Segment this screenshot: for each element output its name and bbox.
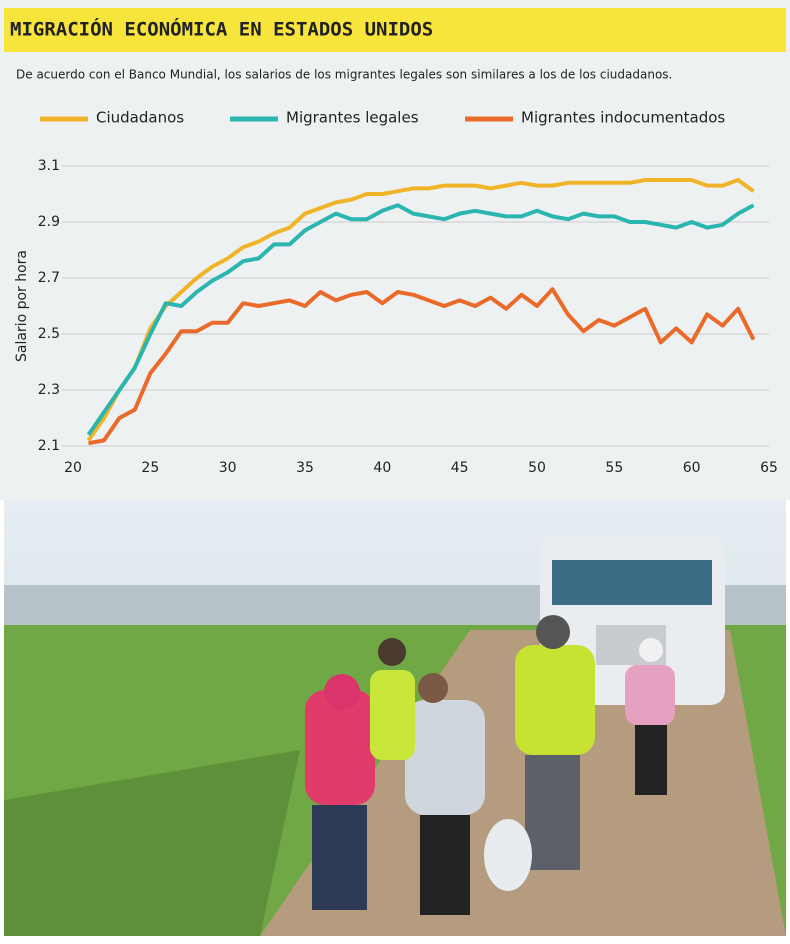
worker [420, 815, 470, 915]
worker [405, 700, 485, 815]
x-tick-label: 20 [64, 460, 82, 476]
worker [525, 755, 580, 870]
worker-head [378, 638, 406, 666]
photo [4, 500, 786, 936]
x-tick-label: 35 [296, 460, 314, 476]
x-tick-label: 45 [451, 460, 469, 476]
subtitle: De acuerdo con el Banco Mundial, los sal… [16, 68, 672, 82]
bus-window [552, 560, 712, 605]
infographic: MIGRACIÓN ECONÓMICA EN ESTADOS UNIDOS De… [0, 0, 790, 940]
y-tick-label: 2.7 [38, 270, 60, 286]
worker-head [536, 615, 570, 649]
x-tick-label: 30 [219, 460, 237, 476]
worker-head [418, 673, 448, 703]
chart-title: MIGRACIÓN ECONÓMICA EN ESTADOS UNIDOS [10, 17, 433, 41]
worker [515, 645, 595, 755]
x-tick-label: 40 [373, 460, 391, 476]
y-axis-label: Salario por hora [14, 250, 30, 362]
bag [484, 819, 532, 891]
x-tick-label: 55 [605, 460, 623, 476]
worker [635, 725, 667, 795]
y-tick-label: 2.1 [38, 438, 60, 454]
worker [625, 665, 675, 725]
legend-label: Migrantes legales [286, 109, 419, 127]
x-tick-label: 65 [760, 460, 778, 476]
legend-label: Migrantes indocumentados [521, 109, 725, 127]
y-tick-label: 3.1 [38, 158, 60, 174]
worker-head [639, 638, 663, 662]
x-tick-label: 60 [683, 460, 701, 476]
worker [312, 805, 367, 910]
y-tick-label: 2.3 [38, 382, 60, 398]
y-tick-label: 2.5 [38, 326, 60, 342]
x-tick-label: 25 [141, 460, 159, 476]
worker-head [324, 674, 360, 710]
x-tick-label: 50 [528, 460, 546, 476]
legend-label: Ciudadanos [96, 109, 184, 127]
worker [370, 670, 415, 760]
y-tick-label: 2.9 [38, 214, 60, 230]
